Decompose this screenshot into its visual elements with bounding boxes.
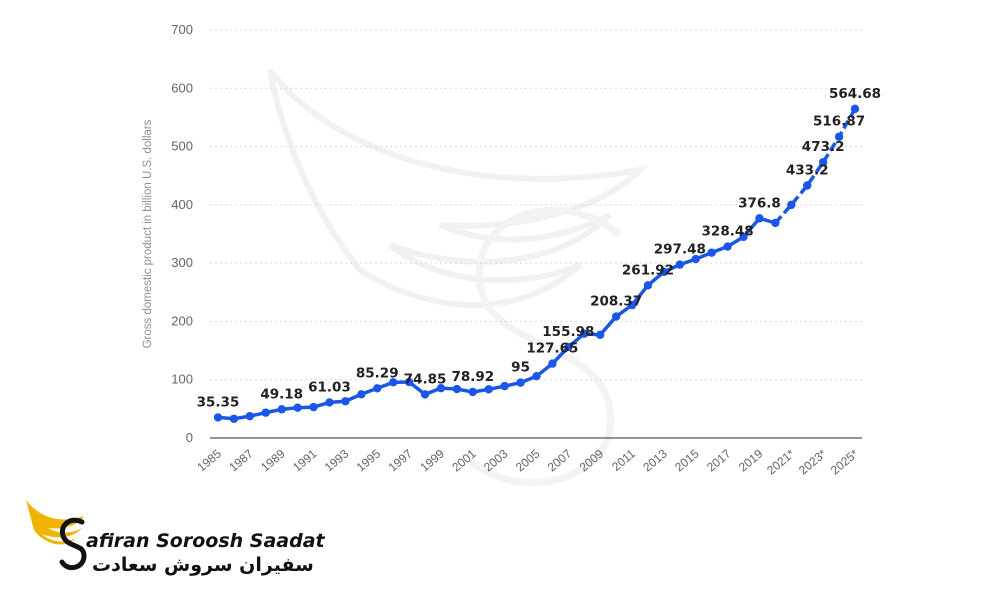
data-label: 95: [511, 360, 530, 376]
company-logo: afiran Soroosh Saadat سفیران سروش سعادت: [22, 492, 325, 582]
data-point: [548, 359, 557, 368]
data-point: [261, 408, 270, 417]
x-tick-label: 2023*: [796, 446, 829, 477]
data-point: [834, 132, 844, 141]
data-label: 564.68: [829, 86, 881, 102]
x-tick-label: 1999: [417, 446, 447, 474]
data-point: [436, 383, 446, 393]
x-tick-label: 2005: [513, 446, 543, 474]
data-labels: 35.35 49.18 61.03 85.29 74.85 78.92 95 127.6515…: [197, 86, 881, 411]
data-point: [357, 390, 366, 399]
data-point: [388, 378, 398, 387]
data-label: 74.85: [404, 371, 447, 387]
data-point: [500, 381, 509, 391]
y-tick-label: 100: [171, 372, 193, 387]
data-label: 297.48: [654, 242, 706, 258]
x-tick-label: 2019: [736, 446, 766, 474]
data-point: [803, 181, 812, 190]
data-label: 49.18: [260, 386, 303, 402]
data-label: 473.2: [802, 139, 845, 155]
logo-name-persian: سفیران سروش سعادت: [92, 554, 314, 576]
data-point: [675, 260, 685, 269]
data-point: [580, 329, 589, 338]
data-point: [516, 378, 525, 387]
data-point: [277, 405, 286, 414]
data-point: [818, 157, 828, 167]
data-point: [404, 377, 414, 387]
y-tick-label: 600: [171, 80, 193, 95]
data-point: [309, 402, 318, 412]
y-tick-label: 400: [171, 197, 193, 212]
x-tick-label: 1997: [386, 446, 416, 474]
data-label: 78.92: [451, 369, 494, 385]
data-label: 328.48: [702, 224, 754, 240]
y-tick-label: 700: [171, 22, 193, 37]
x-tick-label: 2021*: [764, 446, 797, 477]
data-point: [293, 403, 302, 412]
data-point: [787, 200, 796, 210]
x-tick-label: 2025*: [828, 446, 861, 477]
data-label: 433.2: [786, 163, 829, 179]
data-label: 61.03: [308, 379, 351, 395]
logo-name-english: afiran Soroosh Saadat: [86, 530, 325, 552]
data-point: [564, 342, 573, 352]
x-axis-ticks: 1985 1987 1989 1991 1993 1995 1997 1999 2001 2003…: [194, 446, 861, 477]
data-point: [484, 385, 493, 394]
data-point: [707, 248, 716, 257]
data-point: [771, 218, 780, 228]
data-point: [739, 232, 748, 242]
data-label: 155.98: [542, 324, 594, 340]
data-point: [229, 414, 239, 423]
y-tick-label: 500: [171, 139, 193, 154]
data-point: [420, 390, 430, 399]
y-tick-label: 200: [171, 313, 193, 328]
data-point: [659, 267, 669, 277]
data-point: [373, 384, 382, 393]
data-label: 208.37: [590, 294, 642, 310]
data-point: [596, 330, 605, 340]
data-label: 127.65: [526, 341, 578, 357]
data-point: [532, 372, 541, 381]
data-point: [627, 300, 637, 310]
data-label: 376.8: [738, 195, 781, 211]
x-tick-label: 2015: [672, 446, 702, 474]
x-tick-label: 1989: [258, 446, 288, 474]
x-tick-label: 2013: [640, 446, 670, 474]
data-label: 261.92: [622, 262, 674, 278]
data-point: [691, 254, 700, 264]
x-tick-label: 2011: [609, 446, 638, 474]
data-point: [611, 312, 621, 321]
data-point: [468, 387, 477, 397]
x-tick-label: 2007: [545, 446, 575, 474]
x-tick-label: 1995: [354, 446, 384, 474]
x-tick-label: 1985: [194, 446, 224, 474]
y-tick-label: 0: [186, 430, 193, 445]
x-tick-label: 1991: [290, 446, 320, 474]
x-tick-label: 2003: [481, 446, 511, 474]
x-tick-label: 2001: [449, 446, 479, 474]
data-point: [213, 413, 223, 422]
data-point: [850, 104, 860, 114]
data-point: [245, 411, 255, 421]
data-label: 85.29: [356, 365, 399, 381]
wing-logo-icon: [26, 500, 87, 571]
data-point: [325, 398, 334, 407]
data-label: 516.87: [813, 114, 865, 130]
x-tick-label: 1993: [322, 446, 352, 474]
data-point: [341, 397, 350, 406]
x-tick-label: 2017: [704, 446, 734, 474]
series-points: [213, 104, 860, 423]
data-point: [723, 242, 732, 251]
data-point: [452, 384, 462, 394]
y-axis-ticks: 0 100 200 300 400 500 600 700: [171, 22, 193, 445]
data-point: [643, 281, 653, 290]
y-tick-label: 300: [171, 255, 193, 270]
y-axis-label: Gross domestic product in billion U.S. d…: [142, 119, 154, 348]
watermark-wing-logo: [267, 68, 649, 486]
data-label: 35.35: [197, 394, 240, 410]
data-point: [755, 214, 764, 223]
x-tick-label: 1987: [226, 446, 256, 474]
